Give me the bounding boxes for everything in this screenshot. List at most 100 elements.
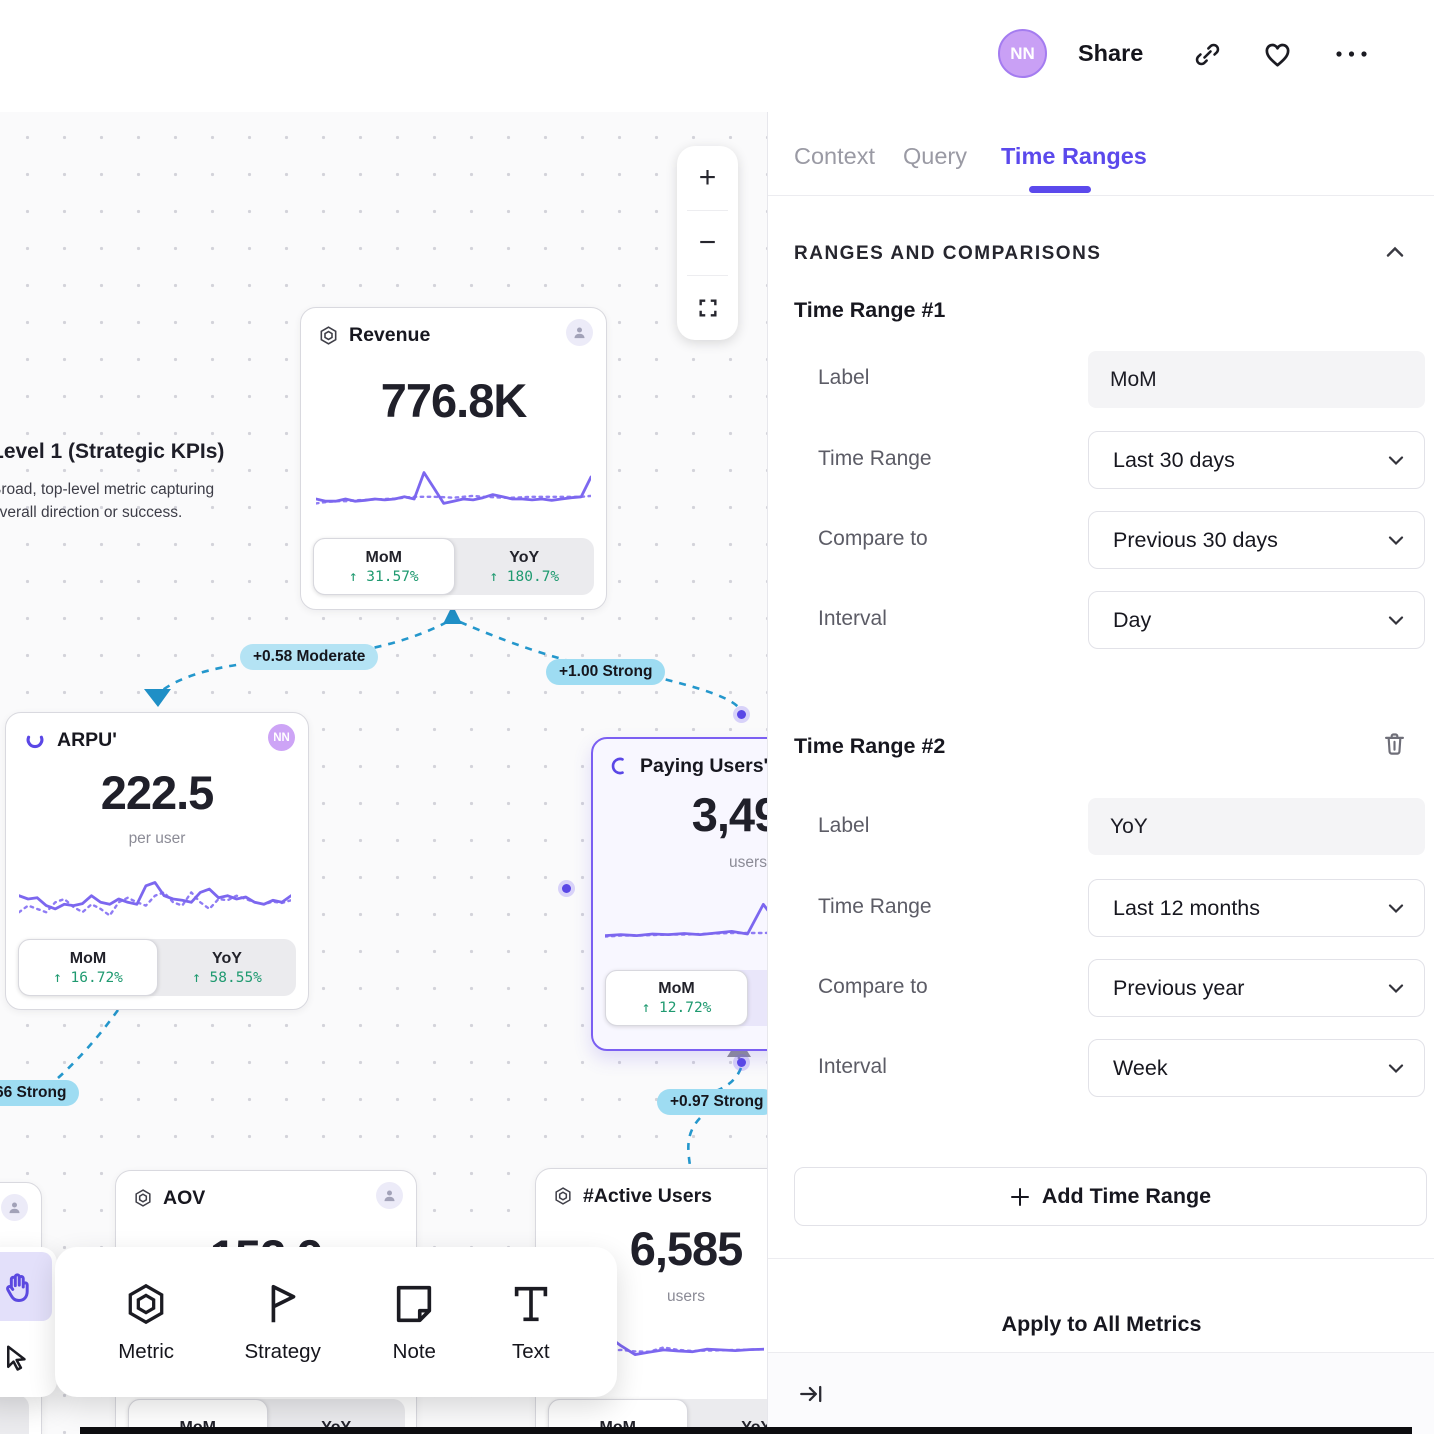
apply-to-all-metrics-button[interactable]: Apply to All Metrics	[1001, 1312, 1202, 1336]
mom-change: ↑ 16.72%	[53, 969, 123, 986]
zoom-in-button[interactable]: +	[698, 161, 717, 194]
crescent-icon	[611, 757, 624, 775]
tool-text[interactable]: Text	[508, 1281, 554, 1364]
sparkline-chart	[19, 881, 291, 917]
canvas-tool-column	[0, 1247, 57, 1397]
chevron-up-icon[interactable]	[1385, 245, 1405, 259]
collapse-panel-icon[interactable]	[798, 1381, 824, 1407]
metric-card-revenue[interactable]: Revenue 776.8K MoM ↑ 31.57% YoY ↑ 180.7%	[300, 307, 607, 610]
metric-value: 222.5	[100, 766, 215, 819]
field-label: Label	[818, 366, 870, 389]
level1-desc-line1: Broad, top-level metric capturing	[0, 481, 215, 498]
hand-tool-button[interactable]	[0, 1252, 52, 1321]
bottom-edge-bar	[80, 1427, 1412, 1434]
metric-unit: users	[667, 1288, 705, 1305]
level1-annotation[interactable]: Level 1 (Strategic KPIs) Broad, top-leve…	[0, 440, 224, 524]
chevron-down-icon	[1388, 535, 1404, 545]
metric-tree-canvas[interactable]: Level 1 (Strategic KPIs) Broad, top-leve…	[0, 0, 767, 1434]
field-label: Interval	[818, 1055, 887, 1078]
level1-title: Level 1 (Strategic KPIs)	[0, 440, 225, 463]
chevron-down-icon	[1388, 983, 1404, 993]
arc-icon	[26, 735, 44, 749]
time-range-select[interactable]: Last 12 months	[1088, 879, 1425, 937]
connector-handle[interactable]	[733, 706, 750, 723]
metric-value: 6,585	[629, 1222, 744, 1275]
canvas-zoom-controls: + −	[677, 146, 738, 340]
tool-metric[interactable]: Metric	[118, 1281, 174, 1364]
sparkline-chart	[316, 471, 591, 505]
level1-desc-line2: overall direction or success.	[0, 504, 183, 521]
tool-note[interactable]: Note	[391, 1281, 437, 1364]
field-label: Time Range	[818, 895, 932, 918]
compare-to-select[interactable]: Previous year	[1088, 959, 1425, 1017]
card-owner-avatar	[566, 319, 593, 346]
metric-card-arpu[interactable]: ARPU' NN 222.5 per user MoM ↑ 16.72% YoY…	[5, 712, 309, 1010]
label-input[interactable]: MoM	[1088, 351, 1425, 408]
yoy-change: ↑ 58.55%	[192, 969, 262, 986]
card-owner-avatar	[376, 1182, 403, 1209]
field-label: Time Range	[818, 447, 932, 470]
correlation-badge[interactable]: +1.00 Strong	[546, 659, 666, 685]
share-button[interactable]: Share	[1078, 40, 1144, 66]
label-input[interactable]: YoY	[1088, 798, 1425, 855]
correlation-badge[interactable]: +0.97 Strong	[657, 1089, 767, 1115]
time-range-2-heading: Time Range #2	[794, 734, 946, 758]
compare-to-select[interactable]: Previous 30 days	[1088, 511, 1425, 569]
add-time-range-button[interactable]: Add Time Range	[794, 1167, 1427, 1226]
toggle-mom[interactable]: MoM ↑ 12.72%	[605, 970, 748, 1026]
hand-icon	[6, 1272, 29, 1302]
fullscreen-icon	[698, 299, 717, 317]
card-owner-avatar: NN	[268, 724, 295, 751]
plus-icon	[1010, 1187, 1029, 1206]
cursor-icon	[7, 1345, 26, 1371]
zoom-out-button[interactable]: −	[698, 226, 717, 259]
chevron-down-icon	[1388, 1063, 1404, 1073]
settings-panel: Context Query Time Ranges RANGES AND COM…	[767, 112, 1434, 1434]
tab-time-ranges[interactable]: Time Ranges	[1001, 143, 1147, 169]
fit-view-button[interactable]	[677, 276, 738, 340]
section-header: RANGES AND COMPARISONS	[794, 243, 1102, 264]
field-label: Interval	[818, 607, 887, 630]
person-icon	[384, 1190, 395, 1202]
card-title: Paying Users'	[640, 754, 767, 777]
metric-value: 3,495	[691, 788, 767, 841]
favorite-heart-icon[interactable]	[1262, 39, 1293, 70]
mom-change: ↑ 31.57%	[348, 568, 419, 585]
sparkline-chart	[605, 902, 767, 938]
metric-hexagon-icon	[555, 1187, 571, 1205]
correlation-badge[interactable]: +0.66 Strong	[0, 1080, 80, 1106]
time-range-toggle: MoM ↑ 31.57% YoY ↑ 180.7%	[313, 538, 594, 595]
toggle-mom[interactable]: MoM ↑ 16.72%	[18, 939, 158, 996]
more-options-icon[interactable]	[1335, 48, 1368, 60]
trash-icon[interactable]	[1381, 730, 1408, 757]
tab-query[interactable]: Query	[903, 143, 967, 169]
chevron-down-icon	[1388, 903, 1404, 913]
card-owner-avatar	[1, 1194, 28, 1221]
interval-select[interactable]: Day	[1088, 591, 1425, 649]
connector-handle[interactable]	[558, 880, 575, 897]
user-avatar[interactable]: NN	[998, 29, 1047, 78]
correlation-badge[interactable]: +0.58 Moderate	[240, 644, 379, 670]
toggle-yoy[interactable]: YoY ↑ 180.7%	[489, 548, 560, 585]
toggle-mom[interactable]: MoM ↑ 31.57%	[313, 538, 455, 595]
metric-value: 776.8K	[380, 374, 528, 427]
time-range-select[interactable]: Last 30 days	[1088, 431, 1425, 489]
interval-select[interactable]: Week	[1088, 1039, 1425, 1097]
metric-card-paying-users[interactable]: Paying Users' 3,495 users MoM ↑ 12.72%	[591, 737, 767, 1051]
active-tab-underline	[1029, 186, 1091, 193]
tool-strategy[interactable]: Strategy	[244, 1281, 321, 1364]
tab-context[interactable]: Context	[794, 143, 875, 169]
select-tool-button[interactable]	[0, 1323, 52, 1392]
panel-footer	[768, 1352, 1434, 1434]
yoy-change: ↑ 180.7%	[489, 568, 560, 585]
time-range-toggle	[0, 1395, 29, 1434]
copy-link-icon[interactable]	[1193, 40, 1222, 69]
time-range-1-heading: Time Range #1	[794, 298, 946, 322]
card-title: #Active Users	[583, 1184, 712, 1207]
metric-unit: users	[729, 854, 767, 871]
toggle-yoy[interactable]	[748, 970, 767, 1026]
connector-handle[interactable]	[733, 1054, 750, 1071]
toggle-yoy[interactable]: YoY ↑ 58.55%	[192, 949, 262, 986]
field-label: Compare to	[818, 527, 928, 550]
card-title: ARPU'	[57, 728, 117, 751]
